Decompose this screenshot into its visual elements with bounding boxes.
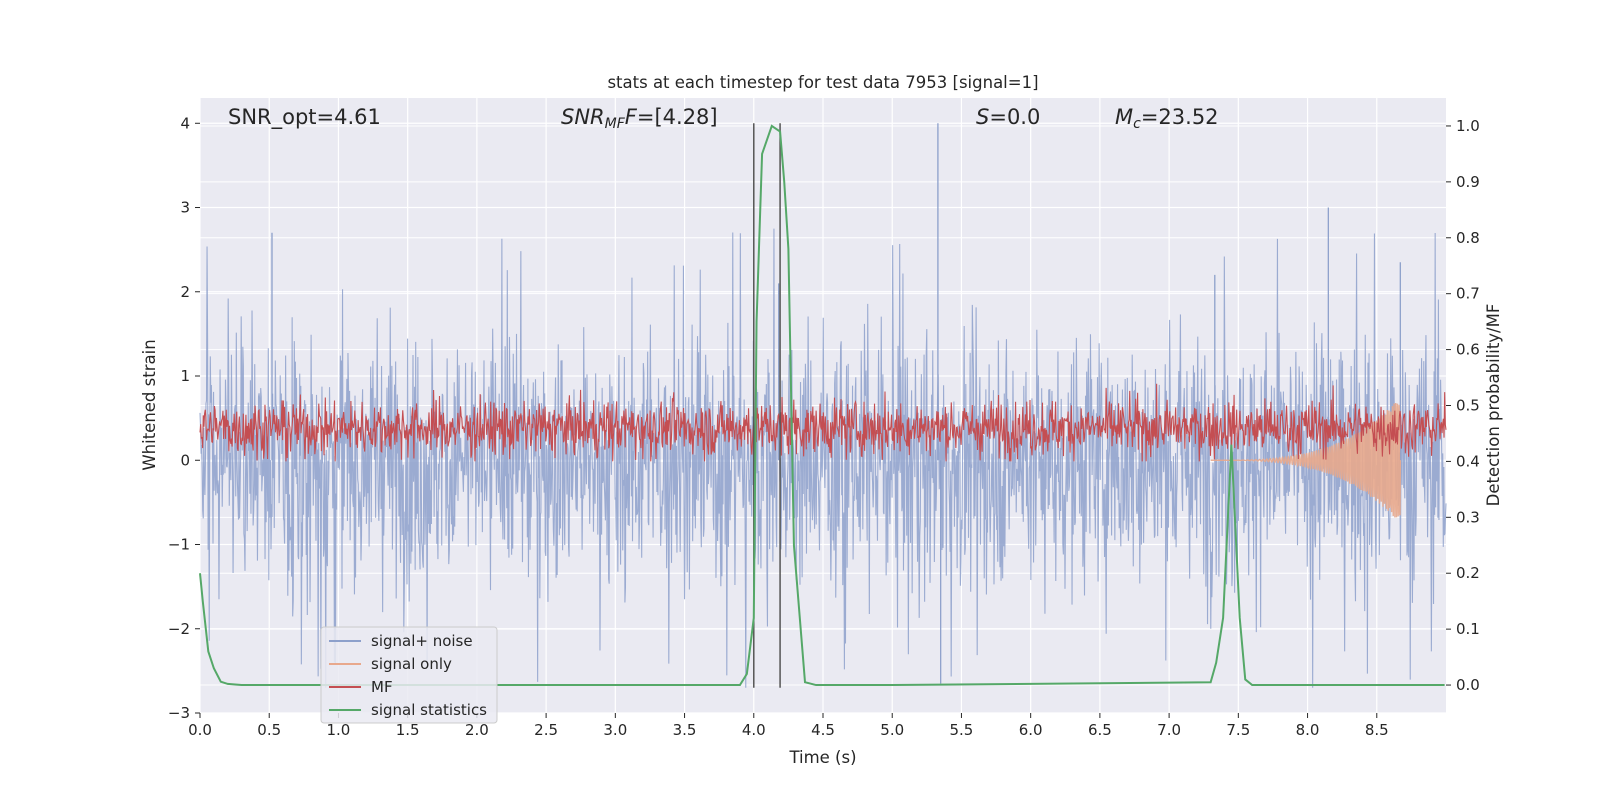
y-left-tick-label-0: 4 bbox=[180, 114, 190, 132]
y-right-tick-label-7: 0.3 bbox=[1456, 508, 1480, 526]
x-tick-label-15: 7.5 bbox=[1226, 721, 1250, 739]
series-line-signal-statistics bbox=[199, 124, 1445, 687]
annotation-snr-mf-value: =[4.28] bbox=[637, 105, 718, 129]
x-tick-label-4: 2.0 bbox=[465, 721, 489, 739]
y-right-tick-label-4: 0.6 bbox=[1456, 341, 1480, 359]
legend-label-signal-noise: signal+ noise bbox=[371, 632, 473, 650]
y-right-tick-label-8: 0.2 bbox=[1456, 564, 1480, 582]
x-tick-label-17: 8.5 bbox=[1365, 721, 1389, 739]
legend-label-mf: MF bbox=[371, 678, 393, 696]
y-right-tick-label-10: 0.0 bbox=[1456, 676, 1480, 694]
annotation-snr-mf-main: SNR bbox=[561, 105, 605, 129]
annotation-s-main: S bbox=[976, 105, 989, 129]
x-tick-label-13: 6.5 bbox=[1088, 721, 1112, 739]
legend-label-signal-only: signal only bbox=[371, 655, 452, 673]
y-left-tick-label-6: −2 bbox=[168, 620, 190, 638]
annotation-s: S=0.0 bbox=[976, 105, 1040, 129]
annotation-snr-opt: SNR_opt=4.61 bbox=[228, 105, 381, 130]
x-tick-label-10: 5.0 bbox=[880, 721, 904, 739]
y-right-tick-label-1: 0.9 bbox=[1456, 173, 1480, 191]
series-signal-only bbox=[1210, 402, 1402, 518]
x-tick-label-14: 7.0 bbox=[1157, 721, 1181, 739]
y-left-tick-label-5: −1 bbox=[168, 536, 190, 554]
annotation-mc-value: =23.52 bbox=[1141, 105, 1219, 129]
series-line-mf bbox=[199, 383, 1447, 462]
legend-box bbox=[320, 626, 498, 724]
x-tick-label-1: 0.5 bbox=[257, 721, 281, 739]
series-line-signal-only bbox=[1210, 402, 1402, 518]
annotation-mc-main: M bbox=[1115, 105, 1133, 129]
x-tick-label-7: 3.5 bbox=[673, 721, 697, 739]
y-left-tick-label-3: 1 bbox=[180, 367, 190, 385]
annotation-mc-sub: c bbox=[1133, 116, 1141, 132]
x-tick-label-3: 1.5 bbox=[396, 721, 420, 739]
annotation-mc: Mc=23.52 bbox=[1115, 105, 1219, 132]
y-right-tick-label-2: 0.8 bbox=[1456, 229, 1480, 247]
x-tick-label-12: 6.0 bbox=[1019, 721, 1043, 739]
y-left-tick-label-4: 0 bbox=[180, 451, 190, 469]
x-tick-label-0: 0.0 bbox=[188, 721, 212, 739]
chart-title: stats at each timestep for test data 795… bbox=[607, 73, 1038, 92]
y-axis-label-right: Detection probability/MF bbox=[1484, 304, 1503, 507]
y-right-tick-label-0: 1.0 bbox=[1456, 117, 1480, 135]
x-tick-label-2: 1.0 bbox=[327, 721, 351, 739]
series-signal-statistics bbox=[199, 124, 1445, 687]
series-line-signal-noise bbox=[199, 228, 1447, 688]
y-right-tick-label-6: 0.4 bbox=[1456, 452, 1480, 470]
annotation-snr-mf-f: F bbox=[625, 105, 638, 129]
y-right-tick-label-5: 0.5 bbox=[1456, 397, 1480, 415]
y-left-tick-label-1: 3 bbox=[180, 199, 190, 217]
x-tick-label-6: 3.0 bbox=[603, 721, 627, 739]
series-signal-noise bbox=[199, 123, 1447, 688]
annotation-snr-mf-sub: MF bbox=[605, 116, 626, 132]
y-left-tick-label-2: 2 bbox=[180, 283, 190, 301]
axis-ticks: 0.0 0.5 1.0 1.5 2.0 2.5 3.0 3.5 4.0 4.5 5.0 5.5 6.0 6… bbox=[168, 114, 1480, 739]
x-axis-label: Time (s) bbox=[788, 748, 856, 767]
x-tick-label-9: 4.5 bbox=[811, 721, 835, 739]
legend: signal+ noise signal only MF signal stat… bbox=[320, 626, 498, 724]
annotation-s-value: =0.0 bbox=[989, 105, 1040, 129]
annotation-snr-mf: SNRMFF=[4.28] bbox=[561, 105, 718, 132]
x-tick-label-5: 2.5 bbox=[534, 721, 558, 739]
series-mf bbox=[199, 383, 1447, 462]
x-tick-label-8: 4.0 bbox=[742, 721, 766, 739]
y-right-tick-label-3: 0.7 bbox=[1456, 285, 1480, 303]
y-axis-label-left: Whitened strain bbox=[140, 339, 159, 470]
legend-label-signal-statistics: signal statistics bbox=[371, 701, 487, 719]
y-left-tick-label-7: −3 bbox=[168, 704, 190, 722]
y-right-tick-label-9: 0.1 bbox=[1456, 620, 1480, 638]
x-tick-label-11: 5.5 bbox=[950, 721, 974, 739]
x-tick-label-16: 8.0 bbox=[1296, 721, 1320, 739]
